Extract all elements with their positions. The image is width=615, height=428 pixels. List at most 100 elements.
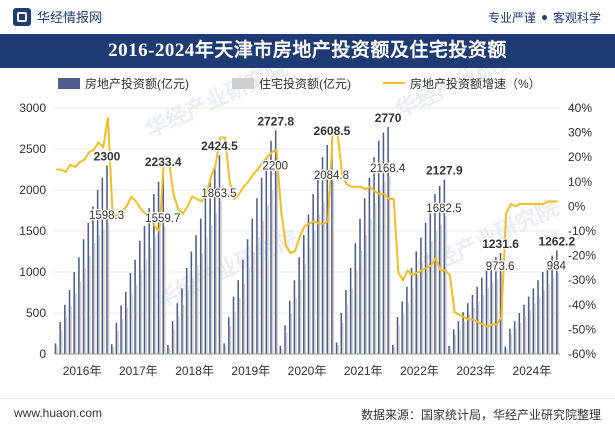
data-label-residential: 1598.3 bbox=[89, 210, 124, 222]
bar-residential bbox=[426, 252, 428, 354]
data-labels: 2300 1598.3 2233.4 1559.7 2424.5 1863.5 2727.8… bbox=[88, 110, 577, 275]
x-tick-label: 2020年 bbox=[288, 364, 327, 378]
bar-investment bbox=[171, 321, 174, 354]
data-label-investment: 1231.6 bbox=[482, 237, 519, 251]
bar-residential bbox=[299, 280, 302, 354]
bar-investment bbox=[448, 345, 450, 354]
bar-investment bbox=[115, 322, 118, 354]
data-label-residential: 2084.8 bbox=[314, 170, 349, 182]
bar-investment bbox=[509, 328, 511, 354]
bar-investment bbox=[284, 325, 286, 354]
data-label-investment: 2127.9 bbox=[426, 164, 463, 178]
bar-investment bbox=[326, 144, 328, 354]
bar-investment bbox=[237, 280, 239, 354]
bar-residential bbox=[431, 240, 433, 354]
bar-residential bbox=[342, 322, 344, 354]
bar-residential bbox=[74, 293, 77, 354]
bar-residential bbox=[215, 212, 218, 354]
bar-investment bbox=[551, 255, 553, 354]
bar-investment bbox=[462, 312, 464, 354]
bar-residential bbox=[70, 306, 72, 354]
x-tick-label: 2016年 bbox=[63, 364, 102, 378]
bar-investment bbox=[162, 170, 165, 354]
data-label-residential: 1559.7 bbox=[145, 213, 180, 225]
bar-residential bbox=[510, 334, 513, 354]
bar-residential bbox=[98, 235, 100, 354]
y-right-tick: 40% bbox=[568, 101, 592, 115]
bar-investment bbox=[199, 218, 202, 354]
bar-investment bbox=[176, 303, 179, 354]
x-tick-label: 2024年 bbox=[513, 364, 552, 378]
growth-line-path bbox=[56, 116, 558, 328]
bar-investment bbox=[96, 190, 99, 354]
bar-investment bbox=[513, 321, 516, 354]
data-label-residential: 1682.5 bbox=[426, 203, 461, 215]
bar-residential bbox=[473, 308, 475, 354]
tagline-right: 客观科学 bbox=[552, 11, 601, 25]
bar-investment bbox=[209, 181, 211, 354]
bar-investment bbox=[368, 177, 371, 354]
bar-residential bbox=[538, 297, 541, 354]
bar-investment bbox=[78, 257, 80, 354]
bar-residential bbox=[407, 302, 410, 354]
y-right-tick: 10% bbox=[568, 175, 592, 189]
bar-investment bbox=[481, 277, 483, 354]
title-bar: 2016-2024年天津市房地产投资额及住宅投资额 bbox=[0, 34, 615, 68]
data-label-residential: 2200 bbox=[262, 161, 288, 173]
legend-swatch-residential bbox=[232, 78, 254, 89]
bar-residential bbox=[548, 284, 550, 354]
bar-residential bbox=[164, 226, 166, 354]
bar-residential bbox=[384, 181, 386, 354]
bar-residential bbox=[463, 321, 466, 354]
bar-residential bbox=[332, 183, 335, 354]
bar-investment bbox=[101, 177, 104, 354]
bar-residential bbox=[496, 278, 499, 354]
bar-investment bbox=[106, 165, 108, 354]
bars bbox=[54, 126, 560, 354]
y-left-tick: 0 bbox=[39, 347, 46, 361]
bar-investment bbox=[129, 272, 132, 354]
bar-investment bbox=[499, 253, 502, 354]
bar-residential bbox=[79, 281, 82, 354]
bar-residential bbox=[281, 348, 283, 354]
brand[interactable]: 华经情报网 bbox=[13, 7, 102, 26]
bar-residential bbox=[449, 347, 452, 354]
y-right-tick: -20% bbox=[568, 249, 596, 263]
bar-residential bbox=[543, 290, 546, 354]
bar-residential bbox=[552, 278, 555, 354]
bar-investment bbox=[443, 179, 446, 354]
bar-investment bbox=[471, 294, 474, 354]
dot-icon bbox=[541, 15, 547, 21]
bar-investment bbox=[424, 222, 427, 354]
data-label-residential: 973.6 bbox=[486, 261, 515, 273]
legend-label-growth: 房地产投资额增速（%） bbox=[410, 76, 541, 91]
y-right-tick: 30% bbox=[568, 126, 592, 140]
x-tick-label: 2017年 bbox=[119, 364, 158, 378]
bar-residential bbox=[220, 201, 222, 354]
x-tick-label: 2019年 bbox=[231, 364, 270, 378]
bar-investment bbox=[317, 173, 319, 354]
footer-url[interactable]: www.huaon.com bbox=[14, 406, 103, 420]
bar-residential bbox=[173, 329, 175, 354]
bar-residential bbox=[445, 216, 447, 354]
bar-investment bbox=[92, 206, 94, 354]
bar-residential bbox=[459, 328, 461, 354]
chart-title: 2016-2024年天津市房地产投资额及住宅投资额 bbox=[108, 40, 507, 61]
bar-investment bbox=[242, 259, 244, 354]
grid bbox=[54, 107, 560, 355]
y-right-tick: -30% bbox=[568, 273, 596, 287]
data-label-investment: 2300 bbox=[94, 149, 121, 163]
x-tick-label: 2018年 bbox=[175, 364, 214, 378]
bar-investment bbox=[54, 343, 57, 354]
watermark-text: 华经产业研究院 bbox=[152, 225, 302, 313]
bar-investment bbox=[452, 329, 455, 354]
y-axis-right: 40% 30% 20% 10% 0% -10% -20% -30% -40% -50% -60% bbox=[568, 101, 596, 361]
bar-investment bbox=[359, 218, 361, 354]
bar-residential bbox=[112, 346, 115, 354]
bar-residential bbox=[84, 267, 86, 354]
bar-investment bbox=[293, 280, 296, 354]
y-right-tick: -60% bbox=[568, 347, 596, 361]
bar-residential bbox=[323, 202, 325, 354]
bar-residential bbox=[393, 347, 396, 354]
data-label-residential: 1863.5 bbox=[201, 188, 236, 200]
